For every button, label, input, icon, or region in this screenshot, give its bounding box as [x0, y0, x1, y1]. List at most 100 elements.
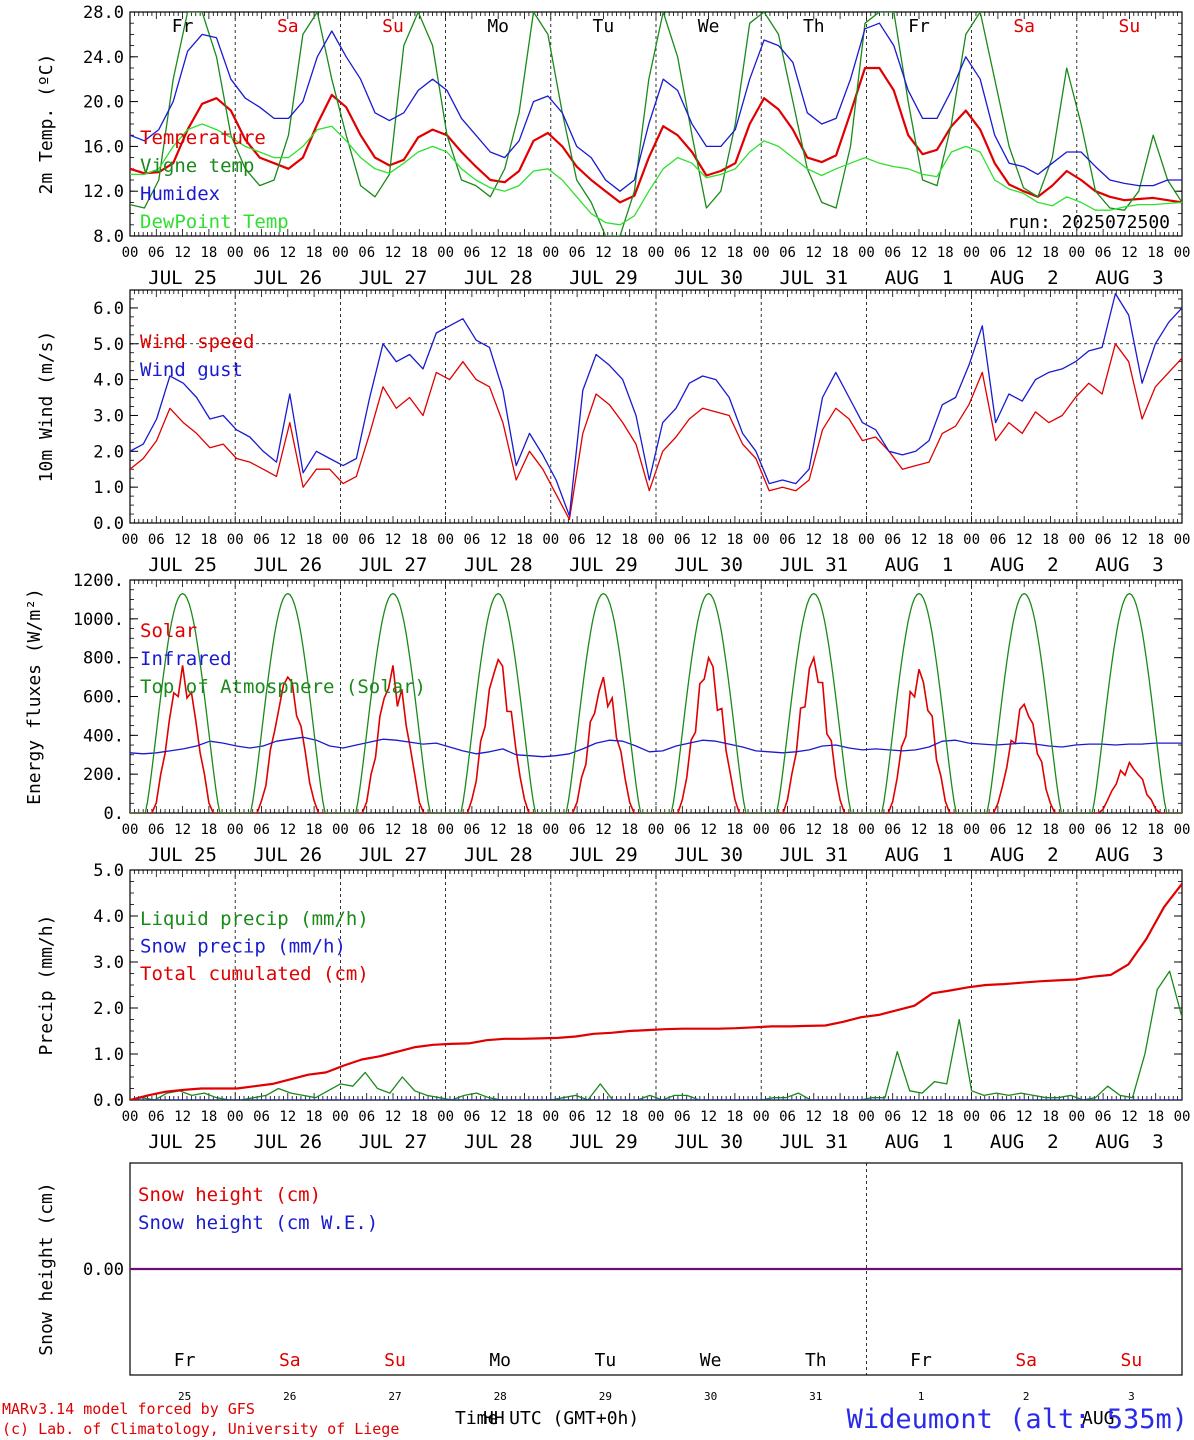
- weekday-label: Sa: [1013, 16, 1035, 37]
- x-hour-label: 18: [937, 245, 954, 261]
- x-hour-label: 12: [385, 822, 402, 838]
- legend-entry: Humidex: [140, 183, 220, 205]
- x-date-label: JUL 30: [674, 267, 743, 289]
- x-hour-label: 18: [1147, 532, 1164, 548]
- y-tick-label: 400.: [83, 726, 124, 746]
- day-number-label: 2: [1023, 1390, 1030, 1403]
- panel-5: 0.00 Snow height (cm) Snow height (cm) Snow…: [36, 1162, 1183, 1403]
- weekday-label: Mo: [489, 1350, 511, 1371]
- x-hour-label: 00: [963, 245, 980, 261]
- x-hour-label: 12: [490, 1109, 507, 1125]
- x-hour-label: 00: [1068, 1109, 1085, 1125]
- x-date-label: JUL 27: [359, 554, 428, 576]
- x-hour-label: 18: [411, 1109, 428, 1125]
- weekday-label: We: [698, 16, 720, 37]
- x-hour-label: 06: [1095, 245, 1112, 261]
- x-hour-label: 18: [937, 532, 954, 548]
- x-hour-label: 12: [174, 822, 191, 838]
- x-date-label: AUG 2: [990, 844, 1059, 866]
- x-date-label: JUL 28: [464, 1131, 533, 1153]
- weekday-label: We: [700, 1350, 722, 1371]
- x-date-label: JUL 26: [253, 844, 322, 866]
- series-total-cumulated-cm: [130, 883, 1182, 1100]
- x-hour-label: 00: [542, 822, 559, 838]
- series-group: [130, 883, 1182, 1100]
- x-hour-label: 06: [358, 245, 375, 261]
- y-tick-label: 1000.: [73, 610, 124, 630]
- x-hour-label: 00: [1068, 245, 1085, 261]
- x-hour-label: 18: [411, 532, 428, 548]
- x-hour-label: 12: [805, 1109, 822, 1125]
- x-hour-label: 06: [358, 822, 375, 838]
- panel-3: 0. 200. 400. 600. 800. 1000. 1200. Energy fluxe…: [24, 571, 1190, 866]
- x-date-label: AUG 2: [990, 554, 1059, 576]
- x-hour-label: 00: [542, 245, 559, 261]
- x-hour-label: 18: [621, 1109, 638, 1125]
- y-axis-label: 10m Wind (m/s): [36, 331, 57, 483]
- x-hour-label: 00: [648, 1109, 665, 1125]
- y-tick-label: 5.0: [93, 861, 124, 881]
- x-hour-label: 18: [832, 532, 849, 548]
- y-tick-label: 2.0: [93, 999, 124, 1019]
- x-hour-label: 12: [911, 532, 928, 548]
- x-hour-label: 18: [306, 532, 323, 548]
- y-tick-label: 200.: [83, 765, 124, 785]
- series-humidex: [130, 22, 1182, 192]
- x-hour-label: 06: [463, 532, 480, 548]
- x-hour-label: 06: [779, 822, 796, 838]
- x-hour-label: 06: [358, 1109, 375, 1125]
- y-tick-label: 1.0: [93, 478, 124, 498]
- series-liquid-precip-mm-h: [130, 970, 1182, 1100]
- weekday-label: Su: [1119, 16, 1141, 37]
- x-hour-label: 00: [1174, 822, 1191, 838]
- x-hour-label: 06: [569, 1109, 586, 1125]
- x-hour-label: 06: [989, 532, 1006, 548]
- x-hour-label: 18: [306, 245, 323, 261]
- x-hour-label: 18: [832, 1109, 849, 1125]
- x-hour-label: 06: [884, 822, 901, 838]
- x-hour-label: 06: [779, 1109, 796, 1125]
- x-hour-label: 00: [122, 1109, 139, 1125]
- weekday-label: Su: [384, 1350, 406, 1371]
- series-infrared: [130, 736, 1182, 758]
- day-number-label: 31: [809, 1390, 822, 1403]
- y-tick-label: 28.0: [83, 3, 124, 23]
- x-date-label: JUL 31: [779, 267, 848, 289]
- series-temperature: [130, 66, 1182, 204]
- x-hour-label: 18: [1147, 1109, 1164, 1125]
- x-hour-label: 12: [1016, 822, 1033, 838]
- x-hour-label: 18: [726, 1109, 743, 1125]
- weekday-label: Tu: [595, 1350, 617, 1371]
- x-hour-label: 06: [674, 822, 691, 838]
- x-date-label: JUL 31: [779, 1131, 848, 1153]
- x-hour-label: 18: [726, 532, 743, 548]
- x-hour-label: 00: [437, 245, 454, 261]
- x-hour-label: 06: [674, 1109, 691, 1125]
- x-hour-label: 00: [227, 822, 244, 838]
- footer: MARv3.14 model forced by GFS (c) Lab. of…: [2, 1400, 1188, 1438]
- y-tick-label: 3.0: [93, 406, 124, 426]
- y-tick-label: 1.0: [93, 1045, 124, 1065]
- x-hour-label: 12: [805, 245, 822, 261]
- series-wind-speed: [130, 343, 1182, 521]
- x-hour-label: 00: [122, 822, 139, 838]
- x-hour-label: 00: [227, 1109, 244, 1125]
- x-hour-label: 06: [884, 245, 901, 261]
- weekday-label: Mo: [487, 16, 509, 37]
- x-hour-label: 18: [200, 245, 217, 261]
- x-hour-label: 12: [490, 245, 507, 261]
- x-hour-label: 18: [516, 532, 533, 548]
- x-hour-label: 12: [385, 245, 402, 261]
- x-hour-label: 06: [989, 245, 1006, 261]
- x-hour-label: 12: [1121, 532, 1138, 548]
- x-date-label: JUL 31: [779, 844, 848, 866]
- x-hour-label: 12: [700, 245, 717, 261]
- legend-entry: Vigne temp: [140, 155, 254, 177]
- weekday-label: Su: [1121, 1350, 1143, 1371]
- x-hour-label: 00: [227, 532, 244, 548]
- time-axis-label: Time UTC (GMT+0h): [455, 1408, 639, 1429]
- legend-entry: Snow height (cm): [138, 1184, 321, 1206]
- weekday-label: Th: [803, 16, 825, 37]
- y-tick-label: 5.0: [93, 335, 124, 355]
- x-hour-label: 06: [674, 532, 691, 548]
